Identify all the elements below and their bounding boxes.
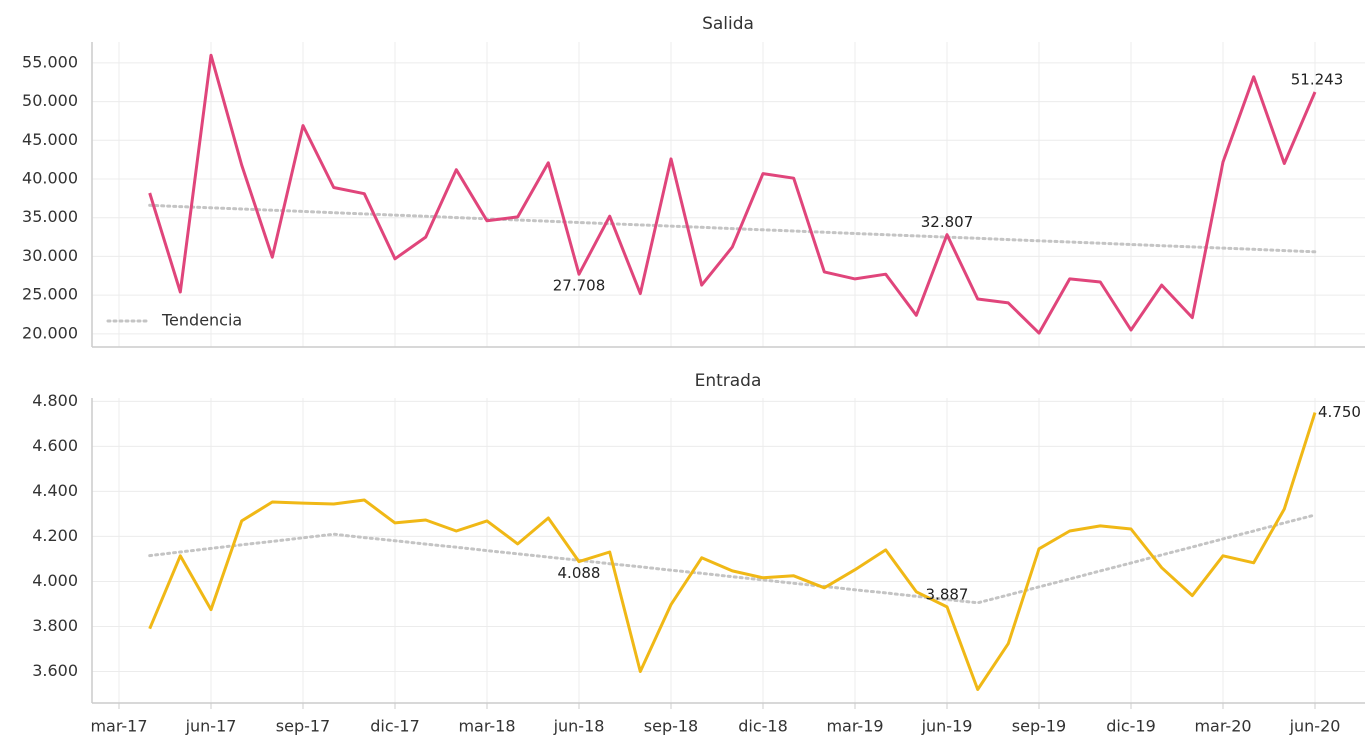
x-tick-label: mar-19 (826, 717, 883, 736)
x-tick-label: dic-18 (738, 717, 788, 736)
x-tick-label: mar-20 (1194, 717, 1251, 736)
trend-line (148, 513, 1317, 605)
y-tick-label: 4.000 (32, 571, 78, 590)
y-tick-label: 4.800 (32, 391, 78, 410)
chart-title: Salida (702, 14, 754, 34)
x-tick-label: jun-19 (921, 717, 973, 736)
value-label: 51.243 (1291, 70, 1344, 88)
value-label: 4.750 (1318, 403, 1361, 421)
y-tick-label: 55.000 (22, 52, 78, 71)
x-tick-label: jun-18 (553, 717, 605, 736)
y-tick-label: 30.000 (22, 246, 78, 265)
x-tick-label: dic-19 (1106, 717, 1156, 736)
x-tick-label: dic-17 (370, 717, 420, 736)
y-tick-label: 45.000 (22, 130, 78, 149)
x-tick-label: sep-19 (1012, 717, 1066, 736)
y-tick-label: 3.600 (32, 661, 78, 680)
x-tick-label: jun-20 (1289, 717, 1341, 736)
x-tick-label: mar-18 (458, 717, 515, 736)
x-tick-label: sep-17 (276, 717, 330, 736)
x-tick-label: sep-18 (644, 717, 698, 736)
x-tick-label: jun-17 (185, 717, 237, 736)
value-label: 4.088 (558, 564, 601, 582)
value-label: 27.708 (553, 277, 606, 295)
y-tick-label: 20.000 (22, 323, 78, 342)
y-tick-label: 4.600 (32, 436, 78, 455)
value-label: 3.887 (926, 585, 969, 603)
data-line (148, 53, 1317, 335)
y-tick-label: 4.200 (32, 526, 78, 545)
data-line (148, 412, 1317, 691)
y-tick-label: 50.000 (22, 91, 78, 110)
legend-label: Tendencia (161, 311, 242, 330)
chart-title: Entrada (695, 371, 762, 391)
y-tick-label: 4.400 (32, 481, 78, 500)
x-tick-label: mar-17 (90, 717, 147, 736)
y-tick-label: 35.000 (22, 207, 78, 226)
value-label: 32.807 (921, 213, 974, 231)
y-tick-label: 40.000 (22, 169, 78, 188)
trend-line (148, 203, 1317, 254)
y-tick-label: 3.800 (32, 616, 78, 635)
y-tick-label: 25.000 (22, 285, 78, 304)
